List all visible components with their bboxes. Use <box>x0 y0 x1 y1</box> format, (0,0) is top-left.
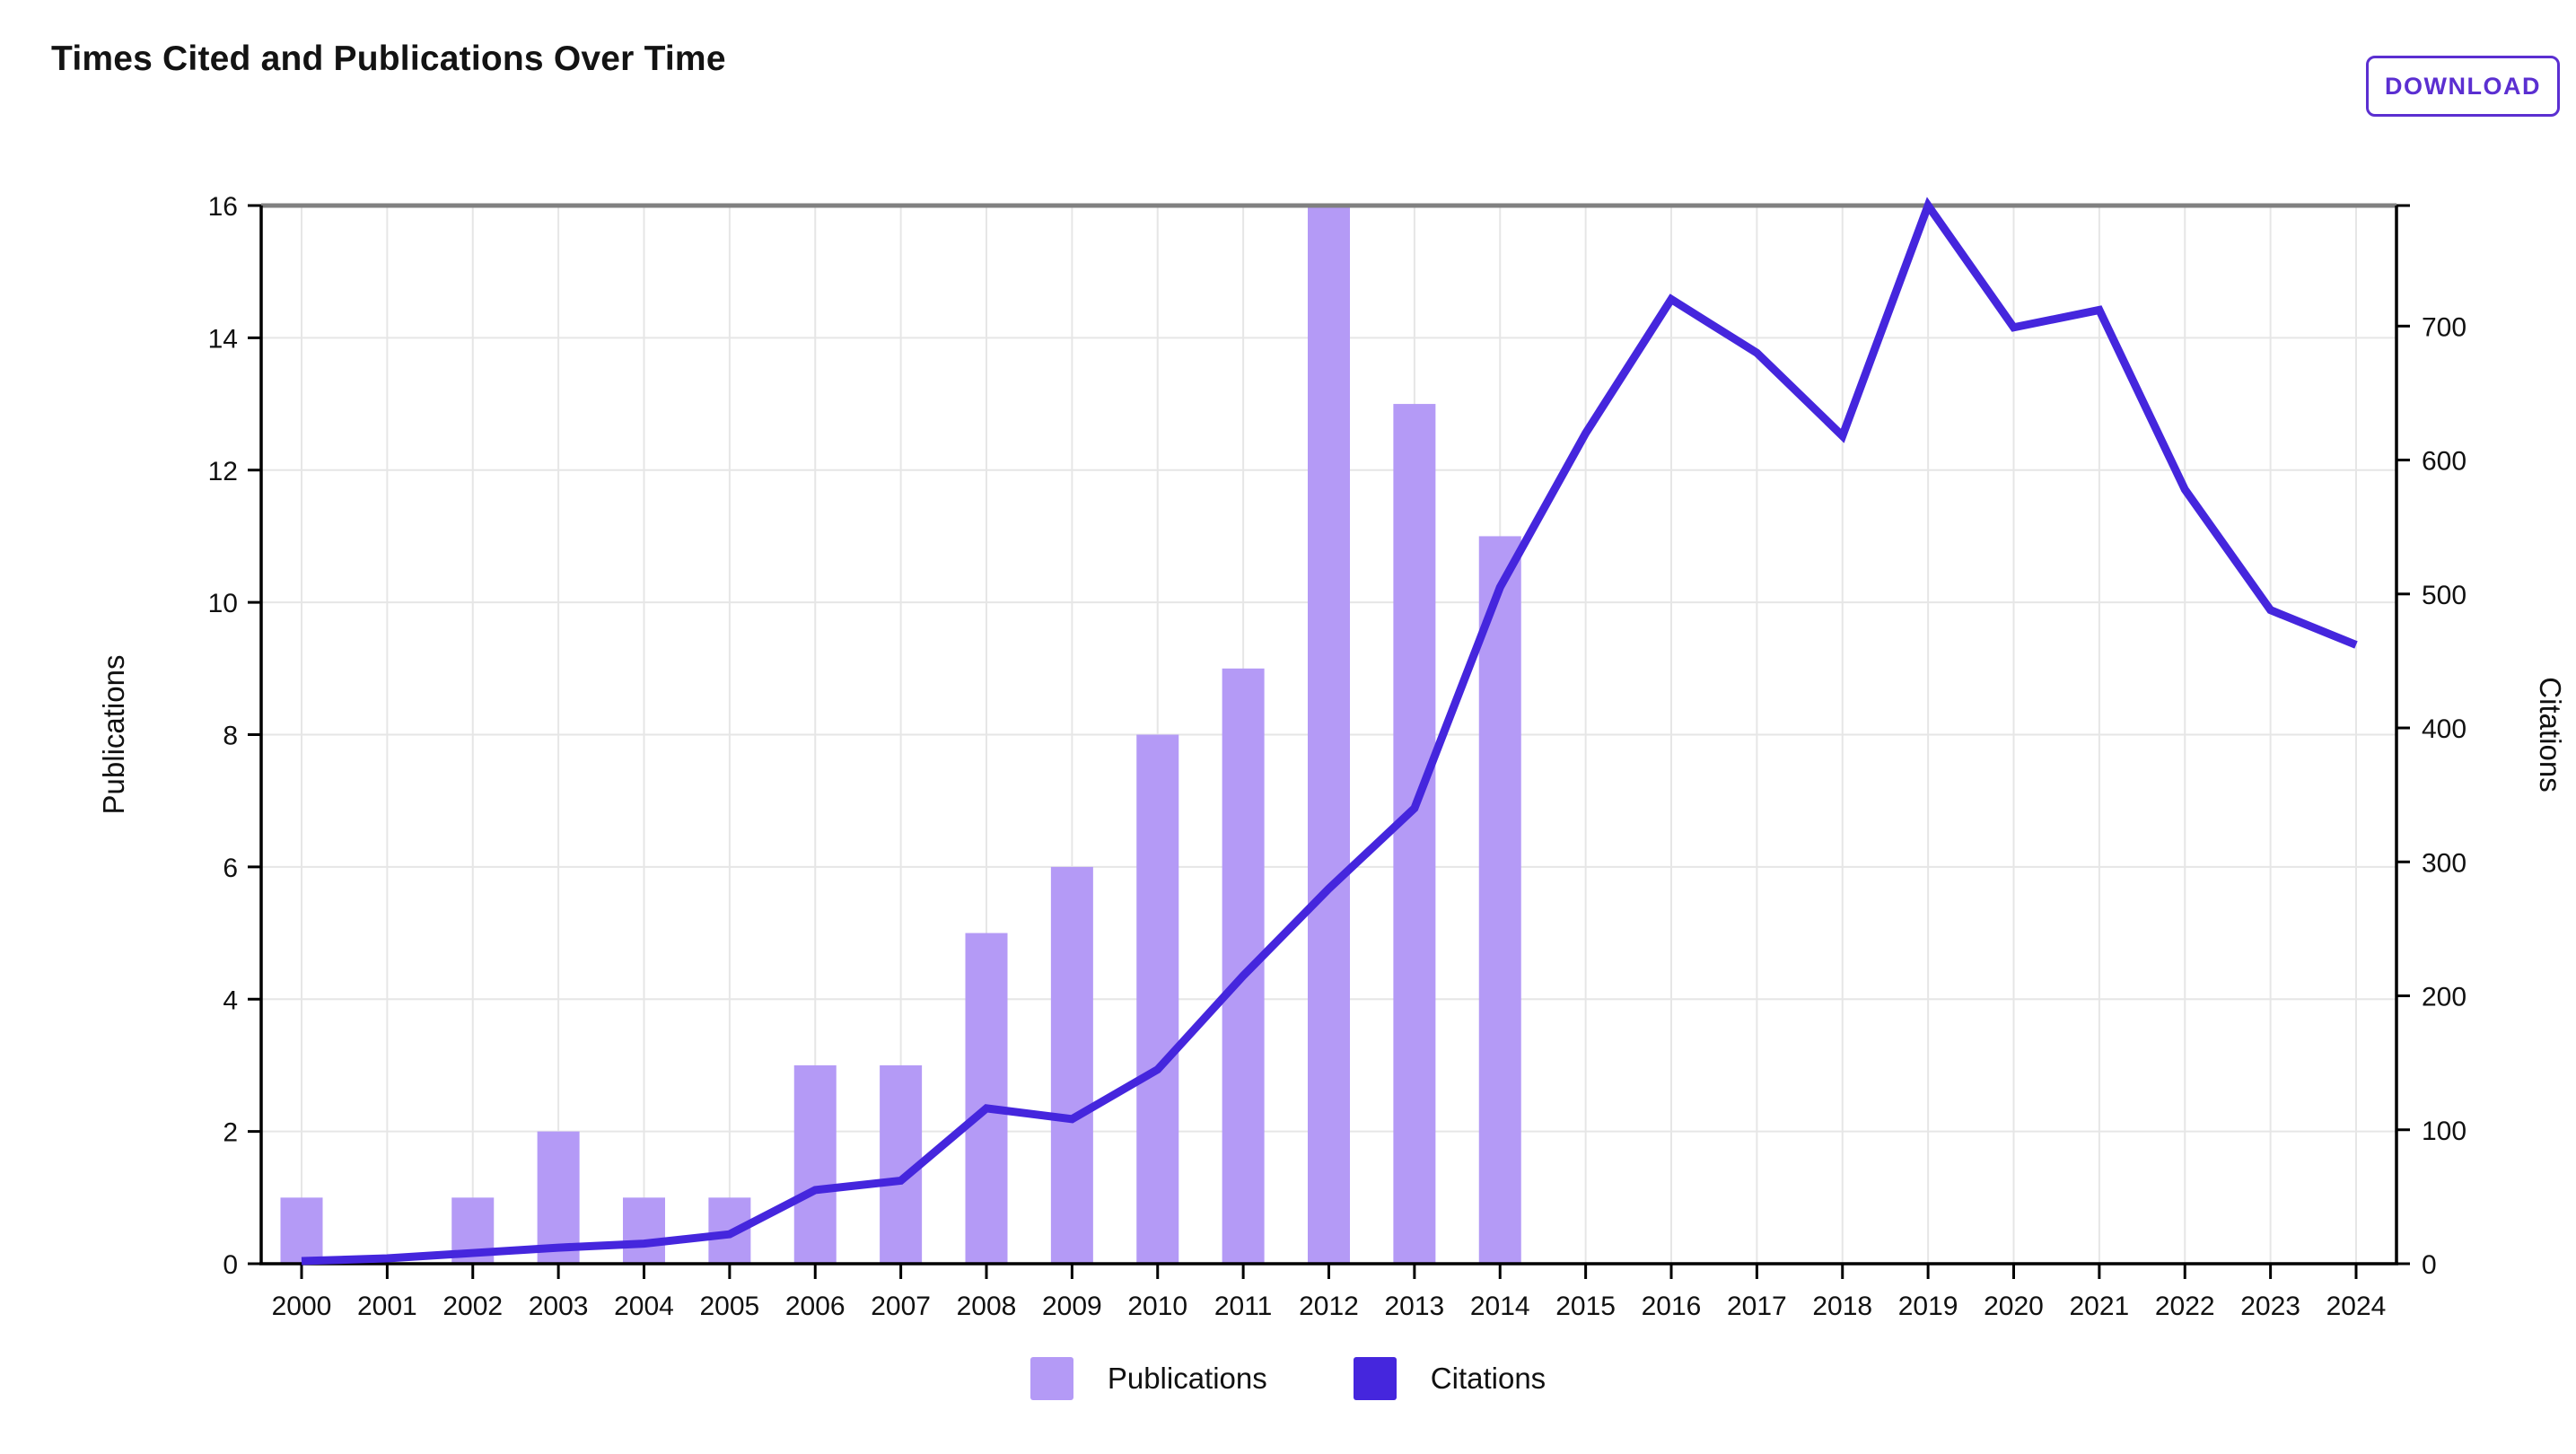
x-tick-label-2009: 2009 <box>1042 1292 1102 1321</box>
x-tick-label-2020: 2020 <box>1984 1292 2044 1321</box>
right-tick-label-400: 400 <box>2422 714 2466 744</box>
bar-2010[interactable] <box>1136 734 1179 1265</box>
x-tick-label-2004: 2004 <box>614 1292 674 1321</box>
x-tick-label-2008: 2008 <box>957 1292 1017 1321</box>
y-axis-left-title: Publications <box>97 655 130 815</box>
bar-2014[interactable] <box>1478 536 1521 1264</box>
x-tick-label-2005: 2005 <box>700 1292 760 1321</box>
bar-2012[interactable] <box>1308 206 1350 1264</box>
right-tick-label-100: 100 <box>2422 1117 2466 1146</box>
legend-item-publications[interactable]: Publications <box>1030 1357 1267 1400</box>
left-tick-label-10: 10 <box>208 589 238 618</box>
x-tick-label-2003: 2003 <box>529 1292 589 1321</box>
bar-2013[interactable] <box>1393 404 1436 1264</box>
x-tick-label-2012: 2012 <box>1299 1292 1359 1321</box>
x-tick-label-2013: 2013 <box>1385 1292 1445 1321</box>
right-tick-label-600: 600 <box>2422 447 2466 477</box>
right-tick-label-0: 0 <box>2422 1250 2437 1280</box>
bar-2006[interactable] <box>793 1064 837 1264</box>
x-tick-label-2001: 2001 <box>357 1292 417 1321</box>
x-tick-label-2022: 2022 <box>2155 1292 2215 1321</box>
bar-2009[interactable] <box>1050 866 1093 1264</box>
x-tick-label-2021: 2021 <box>2070 1292 2130 1321</box>
right-tick-label-500: 500 <box>2422 581 2466 610</box>
right-tick-label-300: 300 <box>2422 848 2466 878</box>
right-tick-label-700: 700 <box>2422 312 2466 342</box>
x-tick-label-2016: 2016 <box>1642 1292 1702 1321</box>
left-tick-label-0: 0 <box>223 1250 238 1280</box>
x-tick-label-2024: 2024 <box>2326 1292 2387 1321</box>
right-tick-label-200: 200 <box>2422 983 2466 1012</box>
legend-label-citations: Citations <box>1430 1362 1546 1395</box>
chart-legend: Publications Citations <box>0 1357 2576 1400</box>
x-tick-label-2019: 2019 <box>1898 1292 1958 1321</box>
x-tick-label-2011: 2011 <box>1214 1292 1273 1321</box>
x-tick-label-2000: 2000 <box>272 1292 332 1321</box>
x-tick-label-2015: 2015 <box>1555 1292 1616 1321</box>
download-button[interactable]: DOWNLOAD <box>2366 56 2560 117</box>
left-tick-label-12: 12 <box>208 457 238 486</box>
x-axis: 2000 2001 2002 2003 2004 2005 2006 2007 2008 2009… <box>272 1264 2387 1321</box>
x-tick-label-2018: 2018 <box>1812 1292 1872 1321</box>
page-title: Times Cited and Publications Over Time <box>51 39 726 78</box>
bar-2004[interactable] <box>623 1197 665 1264</box>
publications-swatch <box>1030 1357 1073 1400</box>
citations-swatch <box>1353 1357 1397 1400</box>
y-axis-left: 0 2 4 6 8 10 12 14 16 <box>208 192 261 1280</box>
x-tick-label-2007: 2007 <box>871 1292 931 1321</box>
left-tick-label-14: 14 <box>208 324 238 354</box>
y-axis-right-title: Citations <box>2534 677 2567 792</box>
bar-2000[interactable] <box>280 1197 323 1264</box>
left-tick-label-6: 6 <box>223 854 238 883</box>
x-tick-label-2014: 2014 <box>1470 1292 1530 1321</box>
x-tick-label-2002: 2002 <box>442 1292 503 1321</box>
x-tick-label-2017: 2017 <box>1727 1292 1787 1321</box>
x-tick-label-2010: 2010 <box>1127 1292 1187 1321</box>
bar-2003[interactable] <box>537 1131 580 1264</box>
x-tick-label-2023: 2023 <box>2240 1292 2300 1321</box>
left-tick-label-2: 2 <box>223 1118 238 1148</box>
left-tick-label-8: 8 <box>223 722 238 751</box>
bar-2008[interactable] <box>965 933 1008 1264</box>
legend-item-citations[interactable]: Citations <box>1353 1357 1546 1400</box>
left-tick-label-4: 4 <box>223 985 238 1015</box>
left-tick-label-16: 16 <box>208 192 238 222</box>
publications-bars <box>280 206 1521 1265</box>
legend-label-publications: Publications <box>1107 1362 1267 1395</box>
citations-line[interactable] <box>301 197 2358 1266</box>
x-tick-label-2006: 2006 <box>785 1292 846 1321</box>
y-axis-right: 0 100 200 300 400 500 600 700 <box>2396 204 2466 1280</box>
